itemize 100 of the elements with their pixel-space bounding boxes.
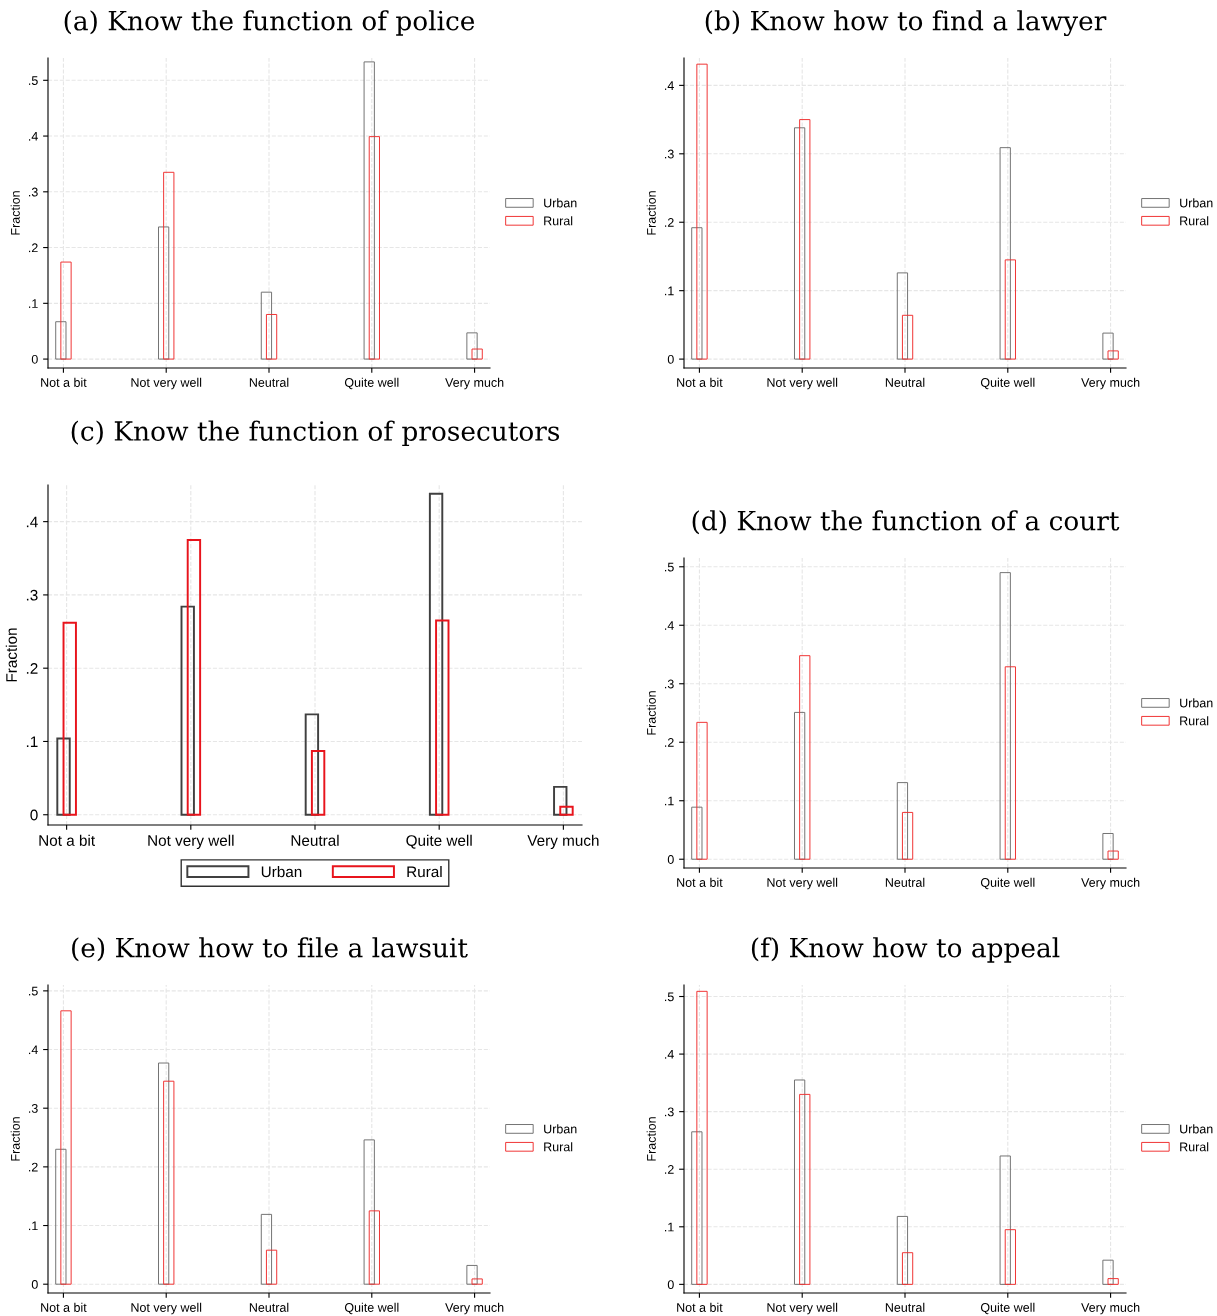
bar [163, 171, 175, 360]
y-tick-label: .3 [664, 1107, 674, 1117]
bar [368, 136, 380, 360]
y-tick-label: .4 [664, 621, 674, 630]
x-tick-label: Neutral [885, 877, 925, 887]
legend-label: Rural [1180, 216, 1209, 226]
x-tick-label: Not very well [148, 834, 234, 849]
y-tick-label: .2 [664, 218, 674, 227]
y-tick-label: .1 [28, 1221, 38, 1231]
bar [1107, 1278, 1119, 1285]
y-tick-label: .5 [664, 992, 674, 1002]
x-tick-label: Very much [1081, 877, 1140, 890]
x-tick-label: Very much [1081, 377, 1140, 390]
bar [1102, 833, 1114, 860]
legend-label: Rural [544, 216, 573, 226]
y-tick-label: .3 [28, 187, 38, 197]
bar [435, 619, 450, 816]
bar [310, 750, 326, 816]
x-tick-label: Not very well [767, 877, 838, 890]
y-axis-title: Fraction [10, 1117, 20, 1161]
y-tick-label: .4 [28, 1045, 38, 1055]
bar [696, 990, 708, 1285]
bar [1102, 332, 1114, 360]
bar [55, 1148, 67, 1285]
bar [1107, 850, 1119, 860]
bar [696, 63, 708, 360]
legend-label: Rural [407, 865, 442, 878]
bar [799, 655, 811, 860]
chart-title: (a) Know the function of police [64, 10, 475, 36]
y-tick-label: .3 [664, 679, 674, 689]
legend-label: Urban [261, 865, 302, 878]
y-tick-label: .5 [664, 562, 674, 572]
x-tick-label: Not a bit [39, 834, 95, 846]
y-tick-label: 0 [667, 354, 674, 364]
y-tick-label: .5 [28, 986, 38, 996]
bar [56, 737, 71, 816]
legend-label: Urban [544, 198, 577, 208]
y-tick-label: .2 [28, 243, 38, 253]
bar [691, 1131, 703, 1285]
x-tick-label: Very much [445, 1302, 504, 1315]
x-tick-label: Neutral [885, 1302, 925, 1312]
x-tick-label: Very much [445, 377, 504, 390]
bar [368, 1210, 380, 1285]
y-tick-label: 0 [667, 1280, 674, 1290]
bar [158, 226, 170, 360]
bar [794, 127, 806, 360]
bar [696, 721, 708, 860]
y-axis-title: Fraction [646, 191, 656, 235]
bar [896, 1215, 909, 1285]
bar [799, 119, 811, 360]
bar [999, 1155, 1011, 1285]
y-tick-label: 0 [31, 1280, 38, 1289]
x-tick-label: Not very well [131, 377, 202, 390]
y-tick-label: .1 [664, 796, 674, 806]
y-tick-label: .1 [664, 1222, 674, 1232]
bar [691, 227, 703, 360]
bar [999, 572, 1011, 860]
legend-label: Rural [1180, 1142, 1209, 1152]
y-axis-title: Fraction [646, 691, 656, 735]
y-tick-label: 0 [30, 809, 38, 821]
y-axis-title: Fraction [5, 628, 17, 682]
bar [304, 713, 320, 816]
bar [466, 332, 478, 360]
bar [1004, 1229, 1016, 1285]
bar [62, 621, 77, 816]
x-tick-label: Neutral [249, 1302, 289, 1312]
legend-label: Urban [544, 1124, 577, 1134]
x-tick-label: Not a bit [41, 377, 87, 387]
bar [1004, 666, 1016, 860]
legend-label: Urban [1180, 1124, 1213, 1134]
bar [158, 1062, 170, 1285]
y-tick-label: 0 [667, 855, 674, 864]
bar [428, 492, 444, 816]
x-tick-label: Very much [527, 834, 599, 849]
x-tick-label: Not a bit [677, 877, 723, 887]
bar [265, 1249, 278, 1285]
bar [553, 785, 568, 816]
x-tick-label: Quite well [344, 377, 399, 390]
y-tick-label: .2 [664, 738, 674, 747]
y-tick-label: .2 [28, 1162, 38, 1172]
x-tick-label: Not very well [131, 1302, 202, 1315]
bar [999, 147, 1011, 360]
bar [471, 348, 483, 360]
bar [1004, 259, 1016, 360]
chart-title: (b) Know how to find a lawyer [705, 10, 1107, 37]
x-tick-label: Quite well [980, 1302, 1035, 1315]
x-tick-label: Quite well [344, 1302, 399, 1315]
x-tick-label: Not a bit [677, 1302, 723, 1312]
bar [260, 291, 273, 360]
bar [901, 811, 914, 860]
y-tick-label: .4 [28, 131, 38, 141]
x-tick-label: Not a bit [677, 377, 723, 387]
y-tick-label: .5 [28, 76, 38, 85]
bar [471, 1278, 483, 1285]
x-tick-label: Very much [1081, 1302, 1140, 1315]
bar [363, 61, 375, 360]
x-tick-label: Not a bit [41, 1302, 87, 1312]
bar [794, 711, 806, 860]
y-tick-label: .4 [26, 516, 38, 528]
x-tick-label: Neutral [291, 834, 339, 846]
